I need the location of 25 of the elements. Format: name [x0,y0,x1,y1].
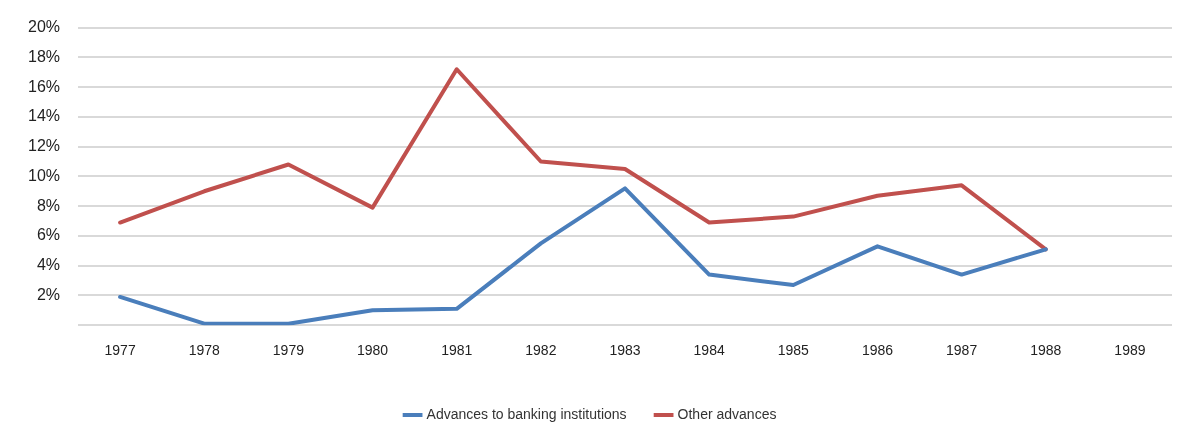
legend-label: Advances to banking institutions [426,405,627,422]
y-tick-label: 10% [27,166,61,184]
x-tick-label: 1989 [1114,342,1146,359]
y-tick-label: 20% [27,18,61,36]
y-tick-label: 2% [36,285,61,303]
x-tick-label: 1984 [693,342,725,359]
y-tick-label: 14% [27,107,61,125]
x-tick-label: 1979 [272,342,305,359]
x-tick-label: 1985 [777,342,810,359]
y-tick-label: 12% [27,137,61,155]
x-tick-label: 1983 [609,342,641,359]
y-tick-label: 16% [27,77,61,95]
legend-label: Other advances [677,405,777,422]
y-tick-label: 8% [36,196,61,214]
x-tick-label: 1987 [946,342,978,359]
y-tick-label: 18% [27,47,61,65]
x-tick-label: 1988 [1030,342,1062,359]
y-tick-label: 6% [36,226,61,244]
x-tick-label: 1977 [104,342,136,359]
x-tick-label: 1978 [188,342,221,359]
x-tick-label: 1986 [861,342,894,359]
x-tick-label: 1980 [356,342,389,359]
x-tick-label: 1982 [525,342,557,359]
y-tick-label: 4% [36,256,61,274]
x-tick-label: 1981 [441,342,473,359]
